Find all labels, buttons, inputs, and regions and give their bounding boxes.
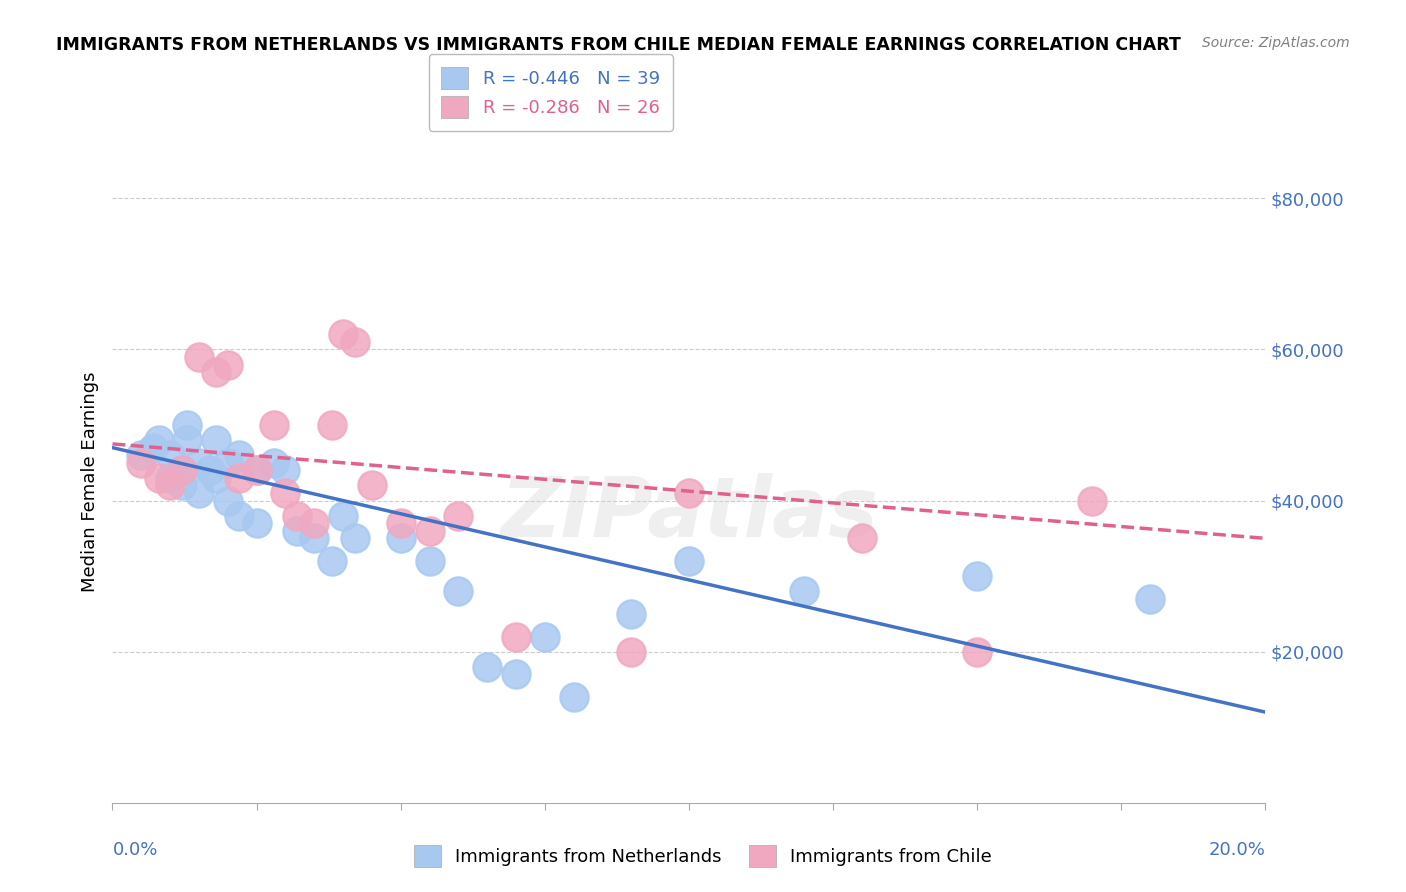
Point <box>217 358 239 372</box>
Legend: Immigrants from Netherlands, Immigrants from Chile: Immigrants from Netherlands, Immigrants … <box>406 838 1000 874</box>
Point <box>188 350 211 364</box>
Point <box>419 554 441 568</box>
Point <box>129 456 153 470</box>
Point <box>1139 591 1161 606</box>
Legend: R = -0.446   N = 39, R = -0.286   N = 26: R = -0.446 N = 39, R = -0.286 N = 26 <box>429 54 672 130</box>
Point <box>447 584 470 599</box>
Point <box>159 448 181 462</box>
Point <box>217 493 239 508</box>
Point <box>217 456 239 470</box>
Point <box>505 667 527 681</box>
Point <box>360 478 382 492</box>
Point <box>304 532 326 546</box>
Point <box>188 456 211 470</box>
Point <box>419 524 441 538</box>
Point <box>188 486 211 500</box>
Point <box>389 516 412 531</box>
Point <box>620 607 643 621</box>
Point <box>793 584 815 599</box>
Point <box>1081 493 1104 508</box>
Point <box>533 630 555 644</box>
Point <box>245 516 267 531</box>
Point <box>245 463 267 477</box>
Point <box>205 433 228 447</box>
Point <box>170 478 193 492</box>
Point <box>170 463 193 477</box>
Point <box>274 463 297 477</box>
Point <box>620 645 643 659</box>
Point <box>343 532 366 546</box>
Point <box>562 690 585 704</box>
Point <box>205 365 228 379</box>
Point <box>129 448 153 462</box>
Text: 20.0%: 20.0% <box>1209 841 1265 859</box>
Point <box>389 532 412 546</box>
Point <box>200 463 222 477</box>
Point <box>176 417 198 432</box>
Point <box>263 456 285 470</box>
Point <box>176 433 198 447</box>
Text: ZIPatlas: ZIPatlas <box>501 474 877 554</box>
Text: 0.0%: 0.0% <box>112 841 157 859</box>
Point <box>148 471 170 485</box>
Point <box>321 417 343 432</box>
Text: Source: ZipAtlas.com: Source: ZipAtlas.com <box>1202 36 1350 50</box>
Point <box>170 463 193 477</box>
Point <box>142 441 165 455</box>
Point <box>274 486 297 500</box>
Point <box>332 327 354 342</box>
Point <box>205 471 228 485</box>
Point <box>447 508 470 523</box>
Point <box>285 524 308 538</box>
Point <box>304 516 326 531</box>
Point <box>343 334 366 349</box>
Point <box>285 508 308 523</box>
Point <box>332 508 354 523</box>
Y-axis label: Median Female Earnings: Median Female Earnings <box>80 371 98 592</box>
Point <box>321 554 343 568</box>
Point <box>505 630 527 644</box>
Point <box>228 448 250 462</box>
Point <box>966 645 988 659</box>
Point <box>475 660 498 674</box>
Point <box>148 433 170 447</box>
Point <box>678 554 700 568</box>
Point <box>245 463 267 477</box>
Point <box>159 478 181 492</box>
Text: IMMIGRANTS FROM NETHERLANDS VS IMMIGRANTS FROM CHILE MEDIAN FEMALE EARNINGS CORR: IMMIGRANTS FROM NETHERLANDS VS IMMIGRANT… <box>56 36 1181 54</box>
Point <box>263 417 285 432</box>
Point <box>678 486 700 500</box>
Point <box>966 569 988 583</box>
Point <box>228 508 250 523</box>
Point <box>851 532 873 546</box>
Point <box>159 471 181 485</box>
Point <box>228 471 250 485</box>
